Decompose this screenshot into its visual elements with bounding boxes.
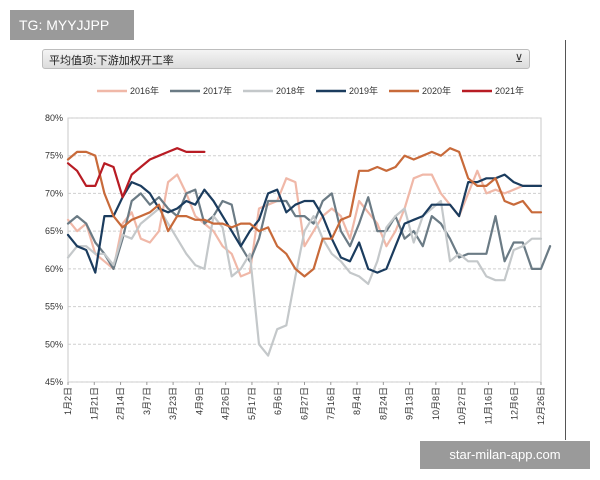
x-tick-label: 3月7日 xyxy=(142,387,152,415)
x-tick-label: 12月26日 xyxy=(536,387,546,425)
legend-label: 2021年 xyxy=(495,85,524,96)
y-tick-label: 70% xyxy=(45,188,63,198)
divider-line xyxy=(565,40,566,440)
x-tick-label: 6月6日 xyxy=(273,387,283,415)
y-tick-label: 60% xyxy=(45,264,63,274)
watermark-text: star-milan-app.com xyxy=(449,447,561,462)
series-line-2018年 xyxy=(66,199,543,357)
x-tick-label: 2月14日 xyxy=(116,387,126,420)
filter-icon[interactable]: ⊻ xyxy=(514,52,523,65)
x-tick-label: 6月27日 xyxy=(300,387,310,420)
x-tick-label: 10月8日 xyxy=(431,387,441,420)
x-tick-label: 1月21日 xyxy=(89,387,99,420)
x-tick-label: 8月24日 xyxy=(378,387,388,420)
x-tick-label: 4月9日 xyxy=(194,387,204,415)
series-line-2017年 xyxy=(66,188,552,270)
tg-badge: TG: MYYJJPP xyxy=(10,10,134,40)
series-line-2019年 xyxy=(66,173,543,274)
x-tick-label: 1月2日 xyxy=(63,387,73,415)
x-tick-label: 5月17日 xyxy=(247,387,257,420)
tg-badge-text: TG: MYYJJPP xyxy=(19,17,110,33)
y-tick-label: 65% xyxy=(45,226,63,236)
y-tick-label: 80% xyxy=(45,113,63,123)
watermark: star-milan-app.com xyxy=(420,441,590,469)
legend-label: 2020年 xyxy=(422,85,451,96)
x-tick-label: 9月13日 xyxy=(405,387,415,420)
legend-label: 2018年 xyxy=(276,85,305,96)
plot-area xyxy=(67,117,542,383)
x-tick-label: 8月4日 xyxy=(352,387,362,415)
series-line-2020年 xyxy=(66,147,543,278)
y-tick-label: 50% xyxy=(45,339,63,349)
x-tick-label: 11月16日 xyxy=(483,387,493,424)
x-tick-label: 4月26日 xyxy=(221,387,231,420)
x-tick-label: 12月6日 xyxy=(510,387,520,420)
legend-label: 2017年 xyxy=(203,85,232,96)
pivot-field-bar[interactable]: 平均值项:下游加权开工率 ⊻ xyxy=(42,49,530,69)
x-tick-label: 7月16日 xyxy=(326,387,336,420)
pivot-field-title: 平均值项:下游加权开工率 xyxy=(49,54,174,67)
series-line-2021年 xyxy=(66,147,206,199)
y-tick-label: 45% xyxy=(45,377,63,387)
x-tick-label: 10月27日 xyxy=(457,387,467,425)
y-tick-label: 55% xyxy=(45,302,63,312)
legend-label: 2016年 xyxy=(130,85,159,96)
y-tick-label: 75% xyxy=(45,151,63,161)
x-tick-label: 3月23日 xyxy=(168,387,178,420)
legend-label: 2019年 xyxy=(349,85,378,96)
